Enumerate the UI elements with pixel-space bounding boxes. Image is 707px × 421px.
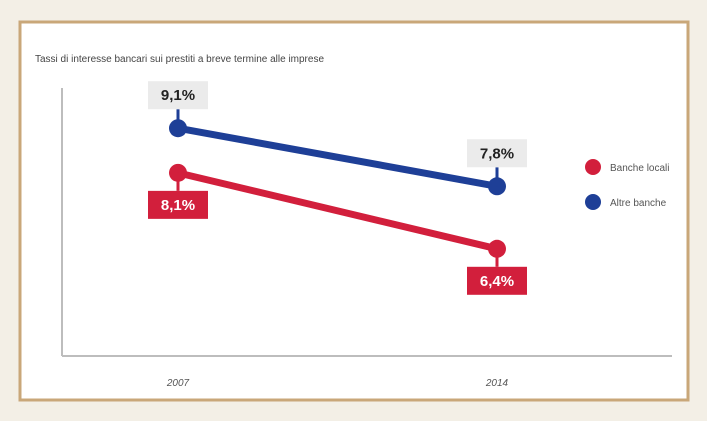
label-background: [467, 266, 527, 295]
data-labels: 8,1% 6,4% 9,1% 7,8%: [148, 81, 527, 295]
data-label: 9,1%: [161, 87, 195, 104]
data-label: 6,4%: [480, 273, 514, 290]
label-background: [148, 190, 208, 219]
series-line: [174, 169, 501, 253]
legend-label: Altre banche: [610, 198, 667, 209]
series-line: [174, 124, 501, 190]
chart-title: Tassi di interesse bancari sui prestiti …: [35, 54, 324, 65]
legend-swatch: [585, 194, 601, 210]
x-tick-label: 2007: [166, 378, 190, 389]
data-label-box: 6,4%: [467, 248, 527, 295]
label-background: [467, 139, 527, 168]
data-label-box: 8,1%: [148, 172, 208, 219]
data-point: [488, 239, 506, 258]
data-label: 7,8%: [480, 145, 514, 162]
legend-item: Altre banche: [585, 194, 667, 210]
x-tick-label: 2014: [485, 378, 509, 389]
x-ticks: 2007 2014: [166, 378, 509, 389]
legend-label: Banche locali: [610, 163, 669, 174]
data-label: 8,1%: [161, 197, 195, 214]
data-label-box: 7,8%: [467, 139, 527, 187]
legend-swatch: [585, 159, 601, 175]
label-background: [148, 81, 208, 110]
series-layer: [169, 119, 506, 258]
chart-border: [18, 20, 690, 402]
series-1: [169, 119, 506, 196]
data-label-box: 9,1%: [148, 81, 208, 129]
legend-item: Banche locali: [585, 159, 669, 175]
legend: Banche locali Altre banche: [585, 159, 669, 210]
